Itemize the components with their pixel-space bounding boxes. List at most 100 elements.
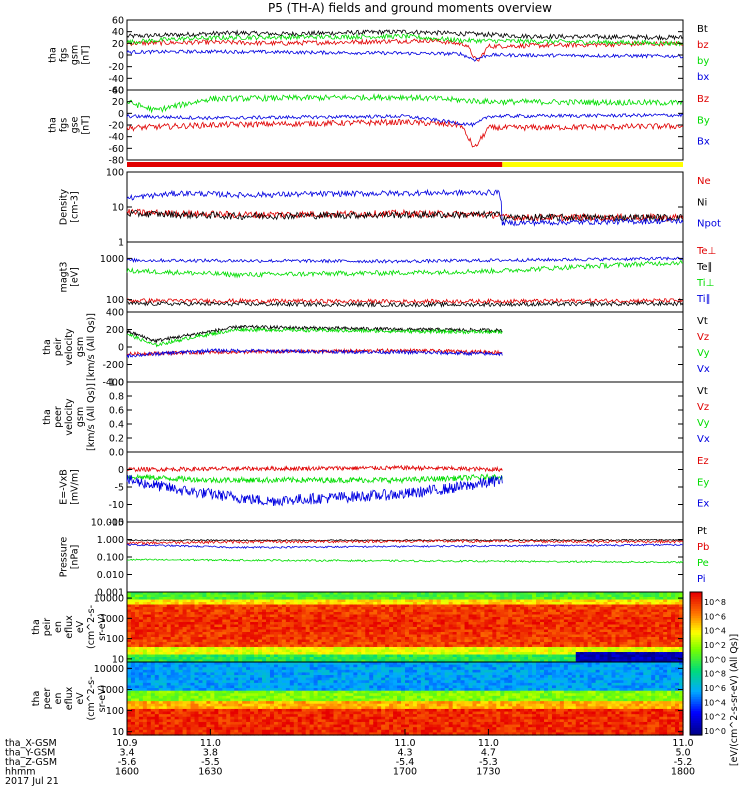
spectrogram-cell (563, 599, 569, 603)
spectrogram-cell (583, 647, 589, 651)
spectrogram-cell (138, 662, 144, 666)
spectrogram-cell (452, 597, 458, 601)
spectrogram-cell (198, 657, 204, 661)
spectrogram-cell (186, 685, 192, 689)
spectrogram-cell (444, 642, 450, 646)
spectrogram-cell (532, 644, 537, 648)
spectrogram-cell (567, 594, 573, 598)
spectrogram-cell (154, 688, 160, 692)
spectrogram-cell (230, 629, 235, 633)
spectrogram-cell (186, 617, 192, 621)
spectrogram-cell (158, 644, 164, 648)
spectrogram-cell (146, 637, 152, 641)
spectrogram-cell (242, 657, 247, 661)
y-axis-label: eV (75, 620, 86, 633)
spectrogram-cell (373, 647, 378, 651)
spectrogram-cell (194, 657, 200, 661)
spectrogram-cell (480, 649, 486, 653)
spectrogram-cell (250, 706, 255, 710)
spectrogram-cell (563, 642, 569, 646)
spectrogram-cell (389, 612, 394, 616)
spectrogram-cell (416, 594, 422, 598)
spectrogram-cell (258, 647, 263, 651)
spectrogram-cell (508, 657, 513, 661)
spectrogram-cell (547, 627, 553, 631)
spectrogram-cell (146, 669, 152, 674)
spectrogram-cell (238, 675, 243, 679)
spectrogram-cell (238, 724, 243, 728)
spectrogram-cell (127, 619, 132, 623)
spectrogram-cell (194, 724, 200, 728)
spectrogram-cell (166, 721, 172, 726)
spectrogram-cell (301, 632, 307, 636)
spectrogram-cell (571, 634, 577, 638)
spectrogram-cell (377, 607, 382, 611)
spectrogram-cell (627, 627, 632, 631)
spectrogram-cell (246, 685, 251, 689)
spectrogram-cell (174, 657, 180, 661)
spectrogram-cell (619, 612, 625, 616)
spectrogram-cell (607, 652, 613, 656)
spectrogram-cell (134, 642, 140, 646)
spectrogram-cell (456, 597, 462, 601)
spectrogram-cell (166, 657, 172, 661)
spectrogram-cell (206, 729, 211, 733)
spectrogram-cell (492, 617, 497, 621)
spectrogram-cell (619, 659, 625, 663)
spectrogram-cell (178, 719, 184, 723)
spectrogram-cell (464, 609, 470, 613)
spectrogram-cell (369, 617, 374, 621)
spectrogram-cell (238, 647, 243, 651)
spectrogram-cell (504, 602, 509, 606)
spectrogram-cell (166, 652, 172, 656)
spectrogram-cell (393, 602, 398, 606)
y-tick-label: 40 (112, 86, 124, 97)
spectrogram-cell (238, 732, 243, 736)
spectrogram-cell (186, 604, 192, 608)
spectrogram-cell (432, 617, 438, 621)
spectrogram-cell (174, 724, 180, 728)
spectrogram-cell (389, 637, 394, 641)
spectrogram-cell (619, 602, 625, 606)
spectrogram-cell (309, 634, 315, 638)
spectrogram-cell (405, 632, 410, 636)
spectrogram-cell (158, 617, 164, 621)
spectrogram-cell (349, 599, 354, 603)
spectrogram-cell (242, 698, 247, 702)
spectrogram-cell (325, 649, 331, 653)
spectrogram-cell (202, 607, 208, 611)
spectrogram-cell (273, 597, 279, 601)
spectrogram-cell (238, 607, 243, 611)
spectrogram-cell (611, 632, 617, 636)
spectrogram-cell (289, 624, 295, 628)
spectrogram-cell (150, 701, 156, 705)
spectrogram-cell (178, 724, 184, 728)
spectrogram-cell (186, 607, 192, 611)
spectrogram-cell (142, 690, 148, 694)
spectrogram-cell (532, 654, 537, 658)
spectrogram-cell (170, 714, 176, 718)
spectrogram-cell (242, 619, 247, 623)
spectrogram-cell (289, 617, 295, 621)
spectrogram-cell (146, 667, 152, 671)
y-tick-label: 0.010 (97, 570, 124, 581)
spectrogram-cell (174, 688, 180, 692)
spectrogram-cell (385, 619, 390, 623)
spectrogram-cell (520, 639, 525, 643)
spectrogram-cell (635, 614, 640, 618)
spectrogram-cell (206, 652, 211, 656)
spectrogram-cell (544, 647, 549, 651)
spectrogram-cell (258, 617, 263, 621)
spectrogram-cell (313, 649, 319, 653)
spectrogram-cell (385, 594, 390, 598)
spectrogram-cell (551, 597, 557, 601)
spectrogram-cell (583, 622, 589, 626)
spectrogram-cell (647, 642, 652, 646)
spectrogram-cell (452, 642, 458, 646)
spectrogram-cell (651, 659, 656, 663)
spectrogram-cell (230, 612, 235, 616)
spectrogram-cell (504, 657, 509, 661)
spectrogram-cell (158, 624, 164, 628)
spectrogram-cell (623, 659, 628, 663)
